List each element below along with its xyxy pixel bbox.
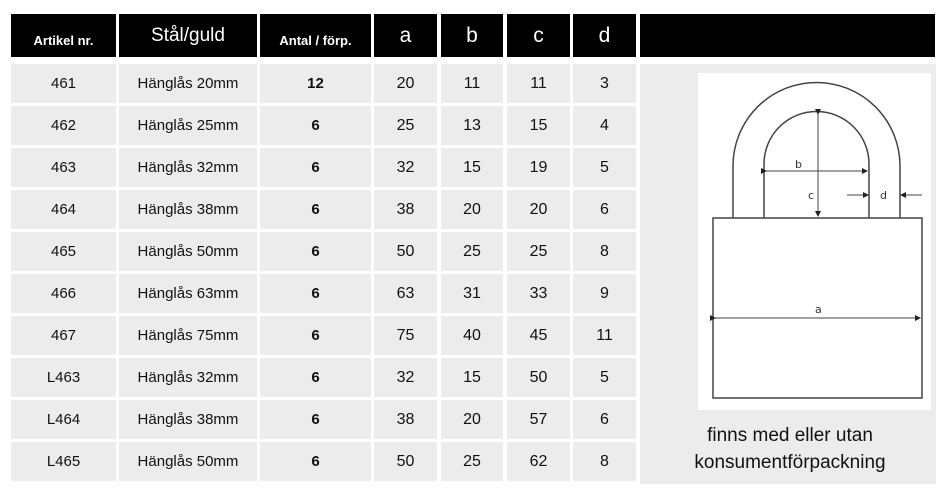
cell-dim-d: 3 — [573, 64, 636, 103]
cell-product: Hänglås 32mm — [119, 358, 257, 397]
cell-quantity-per-pack: 6 — [260, 400, 371, 439]
diagram-panel — [640, 64, 936, 484]
cell-dim-d: 8 — [573, 442, 636, 481]
cell-article-number: L463 — [11, 358, 116, 397]
cell-product: Hänglås 32mm — [119, 148, 257, 187]
cell-dim-c: 33 — [507, 274, 570, 313]
cell-dim-b: 15 — [441, 358, 503, 397]
packaging-note-line1: finns med eller utan — [707, 425, 873, 446]
cell-quantity-per-pack: 6 — [260, 190, 371, 229]
cell-dim-b: 31 — [441, 274, 503, 313]
cell-dim-b: 15 — [441, 148, 503, 187]
cell-product: Hänglås 50mm — [119, 442, 257, 481]
cell-dim-d: 5 — [573, 148, 636, 187]
cell-product: Hänglås 25mm — [119, 106, 257, 145]
cell-product: Hänglås 75mm — [119, 316, 257, 355]
cell-dim-c: 19 — [507, 148, 570, 187]
cell-dim-a: 50 — [374, 232, 437, 271]
cell-dim-d: 11 — [573, 316, 636, 355]
cell-quantity-per-pack: 6 — [260, 274, 371, 313]
cell-dim-d: 8 — [573, 232, 636, 271]
header-article-number: Artikel nr. — [11, 14, 116, 57]
cell-dim-b: 40 — [441, 316, 503, 355]
cell-dim-c: 45 — [507, 316, 570, 355]
cell-product: Hänglås 38mm — [119, 400, 257, 439]
cell-quantity-per-pack: 6 — [260, 232, 371, 271]
cell-dim-c: 62 — [507, 442, 570, 481]
cell-dim-c: 15 — [507, 106, 570, 145]
cell-article-number: 466 — [11, 274, 116, 313]
cell-dim-d: 4 — [573, 106, 636, 145]
cell-dim-b: 25 — [441, 442, 503, 481]
header-dim-a: a — [374, 14, 437, 57]
header-quantity-per-pack: Antal / förp. — [260, 14, 371, 57]
cell-dim-a: 63 — [374, 274, 437, 313]
header-product: Stål/guld — [119, 14, 257, 57]
cell-product: Hänglås 20mm — [119, 64, 257, 103]
header-dim-c: c — [507, 14, 570, 57]
cell-dim-c: 50 — [507, 358, 570, 397]
cell-quantity-per-pack: 6 — [260, 106, 371, 145]
header-blank — [640, 14, 935, 57]
cell-article-number: 465 — [11, 232, 116, 271]
cell-dim-a: 25 — [374, 106, 437, 145]
cell-dim-b: 20 — [441, 190, 503, 229]
cell-article-number: L465 — [11, 442, 116, 481]
cell-dim-c: 25 — [507, 232, 570, 271]
cell-dim-c: 20 — [507, 190, 570, 229]
cell-article-number: 467 — [11, 316, 116, 355]
packaging-note-line2: konsumentförpackning — [694, 452, 886, 473]
cell-dim-b: 11 — [441, 64, 503, 103]
cell-dim-a: 38 — [374, 190, 437, 229]
cell-article-number: L464 — [11, 400, 116, 439]
cell-quantity-per-pack: 12 — [260, 64, 371, 103]
cell-dim-a: 20 — [374, 64, 437, 103]
cell-quantity-per-pack: 6 — [260, 148, 371, 187]
header-dim-d: d — [573, 14, 636, 57]
cell-product: Hänglås 38mm — [119, 190, 257, 229]
cell-dim-a: 32 — [374, 148, 437, 187]
cell-dim-d: 6 — [573, 190, 636, 229]
cell-product: Hänglås 50mm — [119, 232, 257, 271]
cell-dim-c: 57 — [507, 400, 570, 439]
cell-dim-d: 5 — [573, 358, 636, 397]
cell-article-number: 464 — [11, 190, 116, 229]
header-dim-b: b — [441, 14, 503, 57]
cell-article-number: 463 — [11, 148, 116, 187]
cell-product: Hänglås 63mm — [119, 274, 257, 313]
cell-article-number: 462 — [11, 106, 116, 145]
cell-dim-b: 13 — [441, 106, 503, 145]
cell-dim-a: 75 — [374, 316, 437, 355]
cell-quantity-per-pack: 6 — [260, 358, 371, 397]
cell-dim-c: 11 — [507, 64, 570, 103]
cell-dim-a: 50 — [374, 442, 437, 481]
cell-article-number: 461 — [11, 64, 116, 103]
cell-quantity-per-pack: 6 — [260, 442, 371, 481]
cell-dim-a: 38 — [374, 400, 437, 439]
cell-dim-d: 6 — [573, 400, 636, 439]
cell-quantity-per-pack: 6 — [260, 316, 371, 355]
cell-dim-b: 20 — [441, 400, 503, 439]
cell-dim-a: 32 — [374, 358, 437, 397]
cell-dim-d: 9 — [573, 274, 636, 313]
cell-dim-b: 25 — [441, 232, 503, 271]
